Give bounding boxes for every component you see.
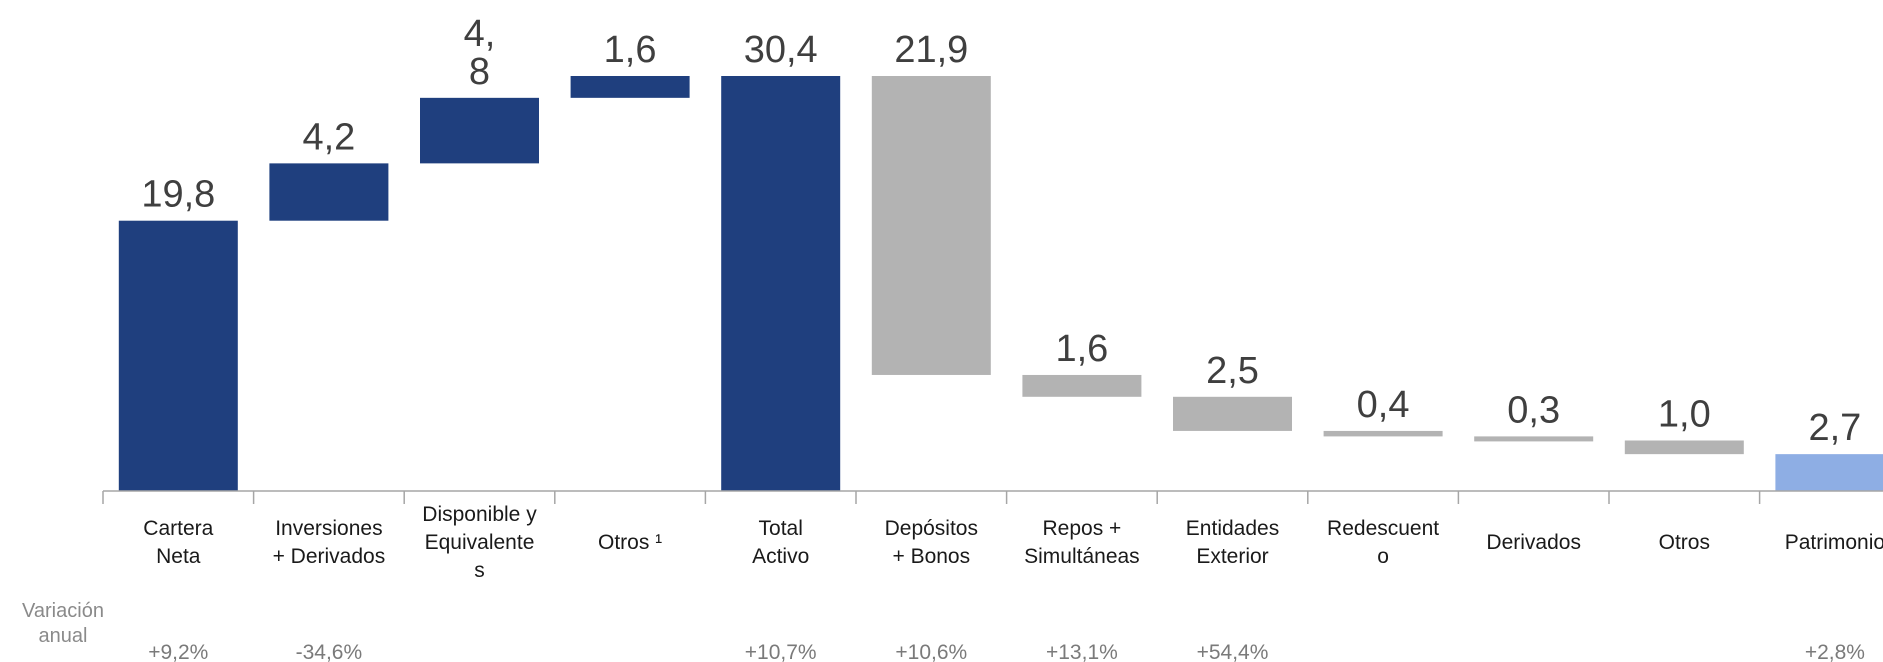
value-label-line: 4,2 [302,116,355,158]
bar [1173,396,1292,431]
category-label: Total Activo [752,517,809,568]
value-label: 1,0 [1658,393,1711,435]
row-label-line: Variación [22,600,104,622]
bar [1022,374,1142,397]
category-label: Otros ¹ [598,531,662,554]
bars-layer [118,76,1883,491]
value-label: 19,8 [141,174,215,216]
category-label-line: Entidades [1186,517,1279,540]
category-label: Otros [1659,531,1710,554]
annual-change-value: +2,8% [1805,641,1865,662]
value-label-line: 4, [464,13,496,55]
annual-change-value: +13,1% [1046,641,1118,662]
category-label-line: Disponible y [422,503,537,526]
value-label-line: 1,6 [1055,328,1108,370]
category-label-line: Otros ¹ [598,531,662,554]
category-label-line: Patrimonio [1785,531,1883,554]
category-label-line: o [1377,545,1389,568]
bar [871,76,991,375]
category-label: Patrimonio [1785,531,1883,554]
value-label: 1,6 [604,29,657,71]
category-label: Disponible y Equivalente s [422,503,537,582]
value-label-line: 0,4 [1357,384,1410,426]
category-label-line: s [474,559,485,582]
value-label-line: 21,9 [894,29,968,71]
bar [1775,454,1883,491]
category-label-line: Simultáneas [1024,545,1140,568]
value-label: 21,9 [894,29,968,71]
bar [721,76,841,491]
value-label: 0,3 [1507,389,1560,431]
category-label-line: Activo [752,545,809,568]
value-label: 30,4 [744,29,818,71]
category-label-line: Cartera [143,517,213,540]
row-label-line: anual [39,625,88,647]
value-label-line: 1,0 [1658,393,1711,435]
value-label: 0,4 [1357,384,1410,426]
category-label-line: Neta [156,545,201,568]
value-label: 1,6 [1055,328,1108,370]
value-labels: 19,8 4,2 4, 8 1,6 30,4 21,9 1,6 2,5 0,4 0,3 1,0 2,7 [141,13,1861,449]
category-label-line: Depósitos [885,517,978,540]
category-label-line: Exterior [1196,545,1268,568]
bar [570,76,690,98]
annual-change-value: +10,6% [895,641,967,662]
bar [1624,440,1744,455]
bar [1323,430,1443,437]
value-label: 2,5 [1206,350,1259,392]
bar [1474,436,1594,442]
value-label-line: 2,7 [1808,407,1861,449]
category-label: Derivados [1486,531,1581,554]
category-label-line: Otros [1659,531,1710,554]
category-label-line: + Derivados [273,545,386,568]
category-label-line: Redescuent [1327,517,1439,540]
category-label-line: Inversiones [275,517,382,540]
annual-change-value: +10,7% [745,641,817,662]
value-label-line: 19,8 [141,174,215,216]
category-label: Depósitos + Bonos [885,517,978,568]
annual-change-row-label: Variación anual [22,600,104,647]
value-label-line: 2,5 [1206,350,1259,392]
bar [420,97,539,164]
annual-change-value: +54,4% [1197,641,1269,662]
value-label: 2,7 [1808,407,1861,449]
value-label: 4, 8 [464,13,496,93]
value-label-line: 1,6 [604,29,657,71]
category-label-line: Equivalente [425,531,535,554]
category-labels: Cartera Neta Inversiones + Derivados Disponi… [143,503,1883,582]
annual-change-value: -34,6% [296,641,363,662]
bar [118,220,238,491]
annual-change-row: Variación anual +9,2% -34,6% +10,7% +10,6% +1… [22,600,1865,662]
category-label-line: Derivados [1486,531,1581,554]
category-label: Cartera Neta [143,517,213,568]
value-label-line: 0,3 [1507,389,1560,431]
category-label: Entidades Exterior [1186,517,1279,568]
annual-change-value: +9,2% [148,641,208,662]
x-axis [102,490,1883,504]
value-label-line: 8 [469,51,490,93]
bar [269,163,389,221]
category-label-line: Repos + [1042,517,1121,540]
category-label: Inversiones + Derivados [273,517,386,568]
category-label: Redescuent o [1327,517,1439,568]
category-label-line: + Bonos [892,545,970,568]
value-label: 4,2 [302,116,355,158]
category-label-line: Total [759,517,803,540]
value-label-line: 30,4 [744,29,818,71]
category-label: Repos + Simultáneas [1024,517,1140,568]
